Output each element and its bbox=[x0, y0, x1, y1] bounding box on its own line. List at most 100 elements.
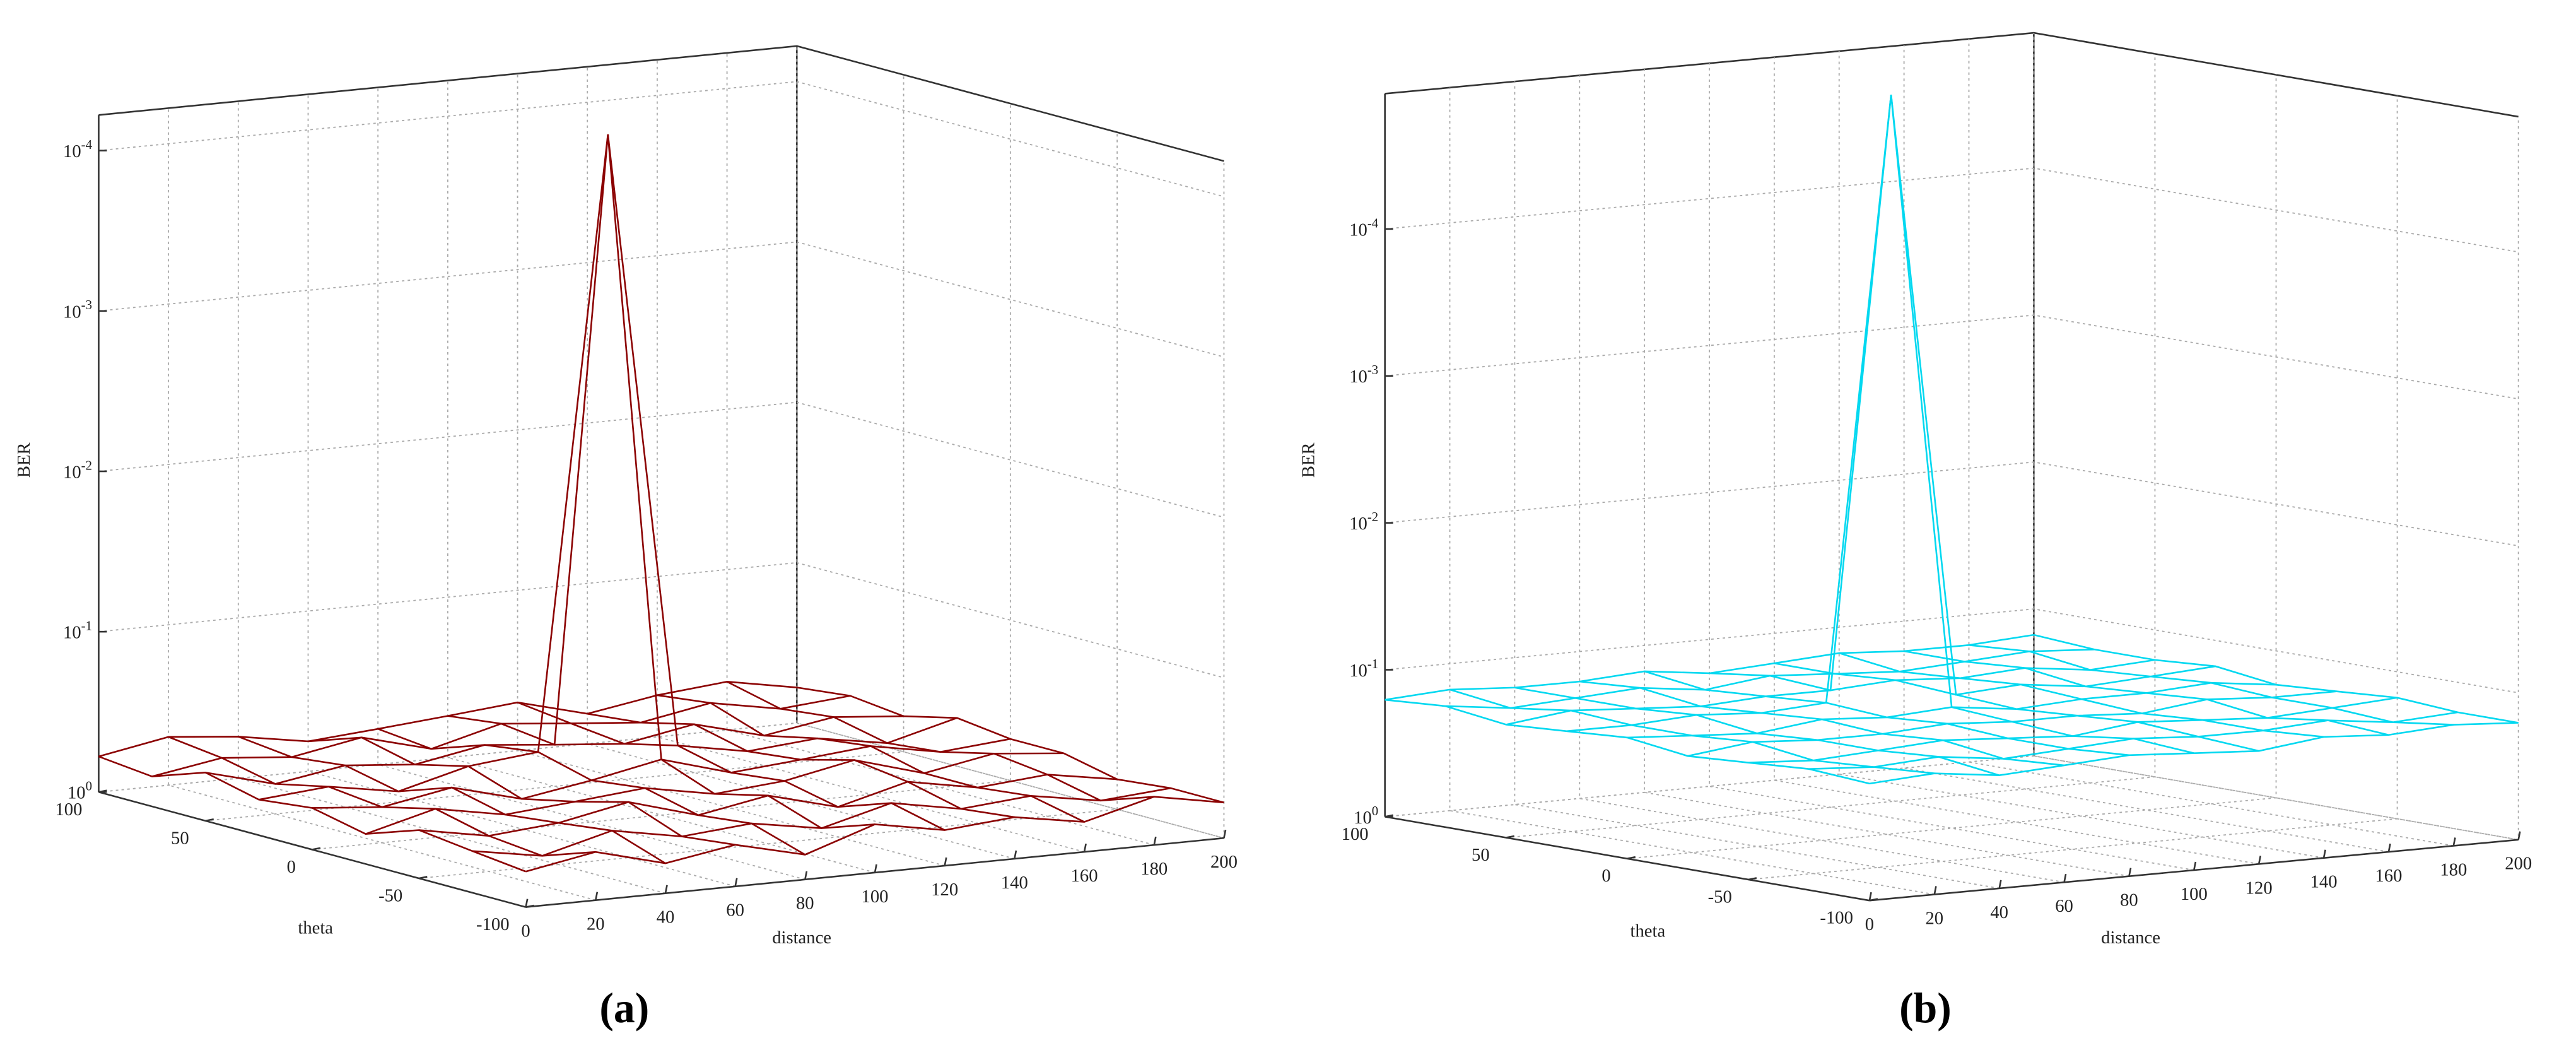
y-tick-label: 0 bbox=[287, 857, 296, 877]
z-tick-label: 10-2 bbox=[63, 457, 92, 482]
grid-line bbox=[98, 401, 1224, 518]
y-tick-label: -100 bbox=[476, 914, 509, 934]
x-tick bbox=[1998, 880, 2002, 889]
x-tick bbox=[1868, 892, 1872, 901]
x-tick bbox=[1933, 886, 1937, 895]
grid-line bbox=[98, 45, 798, 793]
surface-row bbox=[1566, 94, 2216, 733]
z-tick-label: 100 bbox=[67, 779, 92, 803]
grid-line bbox=[517, 73, 945, 866]
z-axis-label: BER bbox=[1299, 442, 1319, 478]
z-tick-label: 10-3 bbox=[63, 297, 92, 322]
x-tick bbox=[1083, 843, 1087, 852]
x-tick-label: 20 bbox=[1926, 908, 1944, 928]
grid-line bbox=[1385, 33, 2035, 818]
surface-row bbox=[1627, 681, 2276, 739]
y-tick bbox=[312, 847, 321, 851]
grid-line bbox=[447, 80, 875, 873]
grid-line bbox=[307, 94, 735, 887]
grid-line bbox=[1773, 57, 2259, 865]
grid-line bbox=[98, 81, 1224, 197]
x-tick-label: 140 bbox=[2310, 872, 2338, 892]
x-tick-label: 0 bbox=[1865, 914, 1874, 934]
x-tick-label: 0 bbox=[521, 921, 530, 941]
z-tick-label: 10-4 bbox=[63, 137, 93, 162]
y-tick-label: -100 bbox=[1820, 908, 1853, 928]
surface-column bbox=[98, 755, 527, 873]
grid-line bbox=[1384, 93, 1870, 902]
grid-line bbox=[1903, 45, 2389, 852]
y-axis bbox=[1385, 816, 1870, 902]
surface-column bbox=[1644, 670, 2129, 757]
surface-row bbox=[525, 796, 1224, 873]
x-tick-label: 100 bbox=[2181, 884, 2208, 904]
x-tick-label: 180 bbox=[1140, 859, 1168, 879]
grid-line bbox=[1385, 461, 2519, 546]
y-tick bbox=[1869, 898, 1878, 902]
grid-line bbox=[1709, 63, 2194, 871]
x-tick-label: 20 bbox=[587, 914, 605, 934]
surface-row bbox=[1869, 722, 2519, 785]
x-axis-label: distance bbox=[772, 928, 831, 948]
y-tick bbox=[98, 789, 107, 793]
surface-column bbox=[1385, 698, 1870, 785]
grid-line bbox=[1449, 87, 1935, 895]
z-tick-label: 10-1 bbox=[1349, 656, 1378, 681]
x-tick bbox=[2257, 856, 2262, 864]
grid-line bbox=[205, 74, 905, 822]
grid-line bbox=[525, 161, 1225, 908]
surface-column bbox=[1579, 680, 2064, 767]
grid-line bbox=[377, 87, 805, 880]
x-tick-label: 60 bbox=[726, 900, 744, 921]
surface-column bbox=[587, 712, 1015, 818]
grid-line bbox=[1579, 75, 2064, 883]
surface-column bbox=[2034, 634, 2519, 724]
z-axis-label: BER bbox=[14, 442, 34, 478]
grid-line bbox=[726, 52, 1154, 846]
z-tick-label: 10-4 bbox=[1349, 215, 1379, 240]
x-tick-label: 140 bbox=[1001, 873, 1028, 893]
grid-line bbox=[1506, 54, 2156, 839]
surface-column bbox=[308, 736, 735, 846]
y-tick bbox=[525, 904, 534, 908]
surface-row bbox=[205, 715, 904, 785]
x-tick bbox=[2517, 831, 2521, 840]
grid-line bbox=[1385, 314, 2519, 400]
surface-row bbox=[151, 695, 851, 777]
x-tick bbox=[1223, 829, 1227, 839]
surface-column bbox=[238, 736, 666, 864]
x-tick bbox=[525, 899, 529, 907]
wall-edge bbox=[98, 45, 1224, 162]
surface-column bbox=[797, 687, 1224, 804]
x-tick-label: 120 bbox=[931, 880, 958, 900]
grid-line bbox=[1385, 167, 2519, 253]
grid-line bbox=[237, 101, 666, 894]
grid-line bbox=[98, 241, 1224, 358]
z-tick-label: 10-3 bbox=[1349, 362, 1378, 387]
wall-edge bbox=[1385, 32, 2519, 118]
surface-column bbox=[1709, 94, 2194, 754]
y-tick-label: 50 bbox=[171, 828, 189, 848]
x-tick bbox=[2322, 849, 2326, 858]
x-tick bbox=[2452, 837, 2456, 846]
caption: (b) bbox=[1899, 984, 1952, 1032]
x-tick bbox=[664, 885, 668, 893]
grid-line bbox=[796, 45, 1224, 839]
grid-line bbox=[587, 66, 1015, 859]
x-tick bbox=[734, 878, 738, 887]
grid-line bbox=[168, 108, 596, 901]
grid-line bbox=[1644, 69, 2129, 877]
caption: (a) bbox=[599, 984, 649, 1032]
y-tick-label: 100 bbox=[1342, 824, 1369, 844]
y-tick bbox=[205, 818, 214, 822]
grid-line bbox=[1748, 95, 2398, 880]
x-tick bbox=[2128, 868, 2132, 876]
x-tick-label: 40 bbox=[1990, 902, 2008, 922]
surface-column bbox=[377, 728, 805, 856]
x-tick-label: 60 bbox=[2055, 896, 2073, 916]
surface-column bbox=[1449, 688, 1935, 774]
x-tick-label: 160 bbox=[1071, 866, 1098, 886]
y-tick bbox=[419, 876, 428, 880]
x-tick bbox=[1014, 850, 1017, 859]
x-tick bbox=[804, 871, 808, 880]
